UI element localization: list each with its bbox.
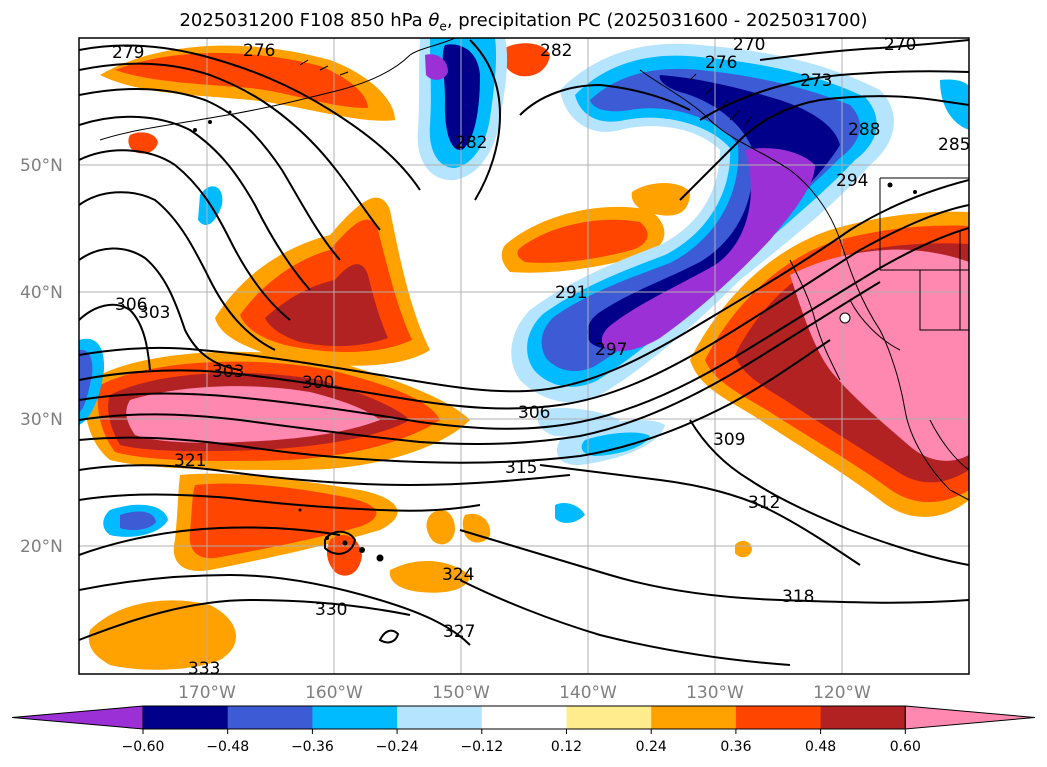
lon-label: 170°W [178, 683, 236, 703]
svg-text:309: 309 [713, 430, 745, 450]
svg-text:270: 270 [733, 35, 765, 55]
svg-text:312: 312 [748, 493, 780, 513]
colorbar-extend-low [11, 705, 144, 730]
colorbar-segment [397, 706, 483, 729]
colorbar-tick-label: −0.12 [460, 739, 503, 755]
contour-labels: 279 276 282 270 276 273 270 282 288 285 … [112, 35, 970, 679]
colorbar-segment [735, 706, 822, 729]
colorbar-tick-label: 0.60 [890, 739, 921, 755]
colorbar-segment [143, 706, 229, 729]
map-area: 279 276 282 270 276 273 270 282 288 285 … [79, 35, 970, 679]
svg-text:285: 285 [938, 135, 970, 155]
lat-label: 50°N [20, 156, 63, 176]
colorbar-tick-label: 0.48 [805, 739, 836, 755]
lon-label: 140°W [559, 683, 617, 703]
svg-text:294: 294 [836, 171, 868, 191]
svg-text:315: 315 [505, 458, 537, 478]
coastlines [99, 38, 969, 501]
map-frame [78, 37, 970, 675]
colorbar: −0.60 −0.48 −0.36 −0.24 −0.12 0.12 0.24 0.36 0.4… [11, 705, 1036, 755]
positive-precip-shading [85, 43, 969, 670]
svg-text:282: 282 [455, 133, 487, 153]
colorbar-tick-label: −0.36 [291, 739, 334, 755]
lon-label: 160°W [305, 683, 363, 703]
svg-text:291: 291 [555, 283, 587, 303]
grid-lines [79, 38, 969, 674]
lat-label: 20°N [20, 537, 63, 557]
colorbar-tick-label: 0.12 [551, 739, 582, 755]
colorbar-segment [820, 706, 906, 729]
svg-text:306: 306 [115, 295, 147, 315]
svg-text:273: 273 [800, 71, 832, 91]
svg-text:321: 321 [174, 451, 206, 471]
svg-text:303: 303 [212, 362, 244, 382]
colorbar-tick-label: −0.60 [122, 739, 165, 755]
colorbar-tick-label: 0.36 [720, 739, 751, 755]
lat-label: 40°N [20, 283, 63, 303]
lon-label: 150°W [432, 683, 490, 703]
colorbar-segment [312, 706, 398, 729]
colorbar-tick-label: 0.24 [636, 739, 667, 755]
svg-text:324: 324 [442, 565, 474, 585]
longitude-labels: 170°W 160°W 150°W 140°W 130°W 120°W [178, 683, 871, 703]
svg-text:327: 327 [443, 622, 475, 642]
svg-text:288: 288 [848, 120, 880, 140]
colorbar-extend-high [904, 705, 1036, 730]
colorbar-segment [651, 706, 737, 729]
negative-precip-shading [79, 38, 969, 537]
colorbar-segment [566, 706, 652, 729]
lat-label: 30°N [20, 410, 63, 430]
svg-text:282: 282 [540, 41, 572, 61]
colorbar-segment [227, 706, 313, 729]
colorbar-segment [481, 706, 567, 729]
colorbar-tick-label: −0.24 [376, 739, 419, 755]
colorbar-tick-label: −0.48 [206, 739, 249, 755]
latitude-labels: 50°N 40°N 30°N 20°N [20, 156, 63, 557]
lon-label: 130°W [686, 683, 744, 703]
svg-text:318: 318 [782, 587, 814, 607]
colorbar-outline [142, 705, 906, 730]
svg-text:333: 333 [188, 659, 220, 679]
lon-label: 120°W [813, 683, 871, 703]
svg-text:270: 270 [884, 35, 916, 55]
svg-text:300: 300 [302, 373, 334, 393]
svg-text:276: 276 [705, 53, 737, 73]
svg-text:306: 306 [518, 403, 550, 423]
svg-text:297: 297 [595, 340, 627, 360]
map-title: 2025031200 F108 850 hPa θe, precipitatio… [179, 10, 868, 34]
svg-text:279: 279 [112, 43, 144, 63]
svg-text:303: 303 [138, 303, 170, 323]
theta-e-contours [79, 39, 969, 666]
svg-text:276: 276 [243, 41, 275, 61]
svg-text:330: 330 [315, 600, 347, 620]
